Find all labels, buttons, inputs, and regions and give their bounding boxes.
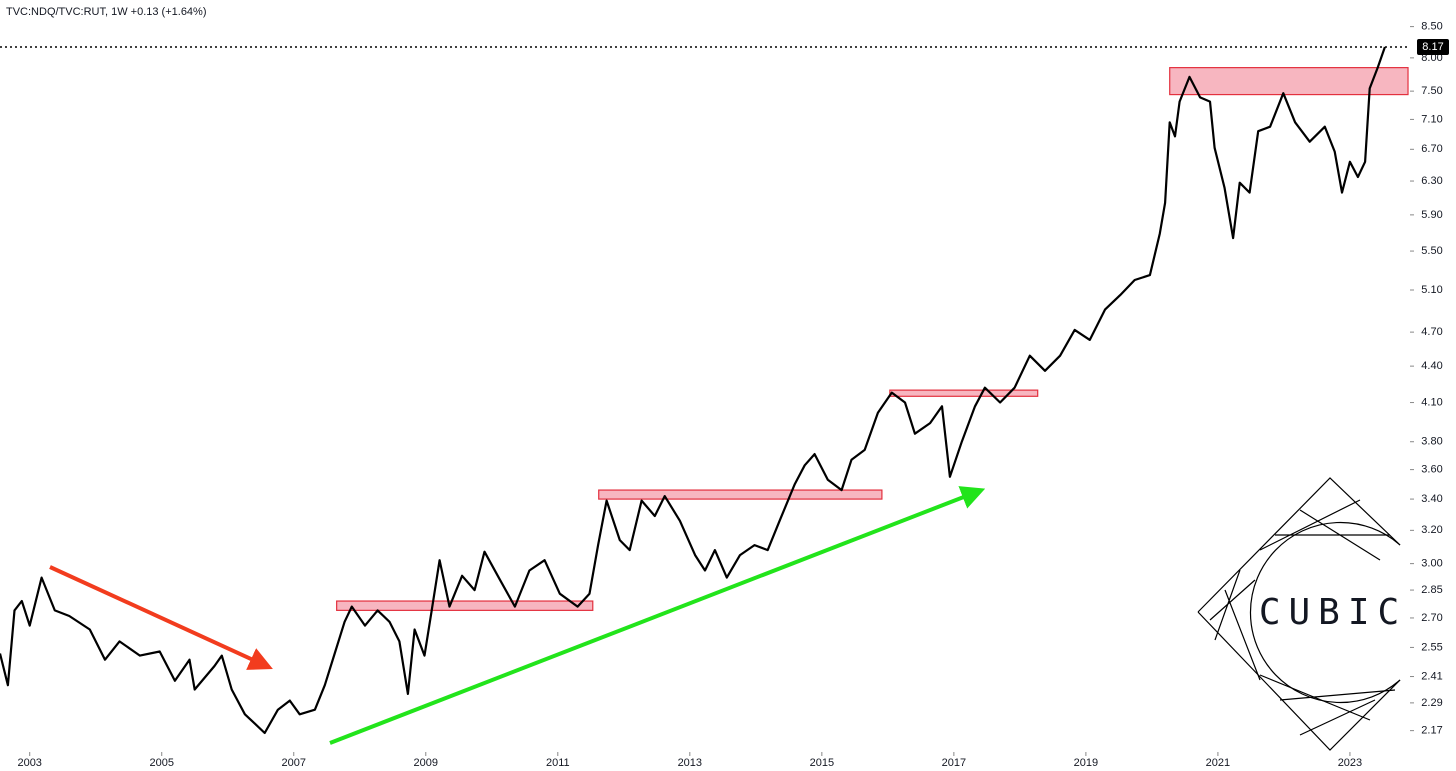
x-tick-label: 2015 xyxy=(810,757,834,769)
logo-arc xyxy=(1249,521,1401,704)
y-tick-label: 3.60 xyxy=(1421,464,1442,476)
price-line xyxy=(0,46,1386,735)
y-tick-label: 5.90 xyxy=(1421,209,1442,221)
x-tick-label: 2023 xyxy=(1338,757,1362,769)
last-price-box xyxy=(1417,39,1449,56)
trend-arrow xyxy=(49,565,273,670)
y-tick-label: 3.40 xyxy=(1421,493,1442,505)
x-tick-label: 2017 xyxy=(942,757,966,769)
y-tick-label: 3.00 xyxy=(1421,558,1442,570)
y-tick-label: 3.80 xyxy=(1421,436,1442,448)
x-tick-label: 2019 xyxy=(1074,757,1098,769)
x-tick-label: 2005 xyxy=(149,757,173,769)
y-tick-label: 2.70 xyxy=(1421,612,1442,624)
logo-diamond xyxy=(1197,477,1401,751)
y-tick-label: 4.40 xyxy=(1421,360,1442,372)
y-tick-label: 6.30 xyxy=(1421,175,1442,187)
x-tick-label: 2007 xyxy=(282,757,306,769)
y-tick-label: 2.17 xyxy=(1421,725,1442,737)
trend-arrow xyxy=(329,486,986,745)
y-tick-label: 2.55 xyxy=(1421,641,1442,653)
chart-title: TVC:NDQ/TVC:RUT, 1W +0.13 (+1.64%) xyxy=(6,6,207,18)
price-zone xyxy=(1169,67,1409,96)
y-tick-label: 7.50 xyxy=(1421,85,1442,97)
logo-strings xyxy=(1209,499,1396,736)
y-tick-label: 4.10 xyxy=(1421,396,1442,408)
x-tick-label: 2013 xyxy=(678,757,702,769)
y-tick-label: 6.70 xyxy=(1421,143,1442,155)
y-tick-label: 2.85 xyxy=(1421,584,1442,596)
price-zone xyxy=(336,600,594,611)
plot: 2.17 2.29 2.41 2.55 2.70 2.85 3.00 3.20 3.40 3.60… xyxy=(0,21,1449,769)
x-tick-label: 2009 xyxy=(414,757,438,769)
y-tick-label: 8.50 xyxy=(1421,21,1442,33)
y-tick-label: 4.70 xyxy=(1421,326,1442,338)
logo-text: CUBIC xyxy=(1259,592,1407,633)
last-price-label: 8.17 xyxy=(1422,41,1443,53)
price-zone xyxy=(889,389,1039,397)
x-tick-label: 2021 xyxy=(1206,757,1230,769)
y-tick-label: 5.50 xyxy=(1421,245,1442,257)
y-tick-label: 7.10 xyxy=(1421,113,1442,125)
y-tick-label: 3.20 xyxy=(1421,524,1442,536)
x-tick-label: 2011 xyxy=(546,757,570,769)
logo xyxy=(1197,477,1401,751)
price-zone xyxy=(598,489,883,500)
y-tick-label: 5.10 xyxy=(1421,284,1442,296)
y-tick-label: 2.41 xyxy=(1421,670,1442,682)
y-tick-label: 2.29 xyxy=(1421,697,1442,709)
x-tick-label: 2003 xyxy=(17,757,41,769)
